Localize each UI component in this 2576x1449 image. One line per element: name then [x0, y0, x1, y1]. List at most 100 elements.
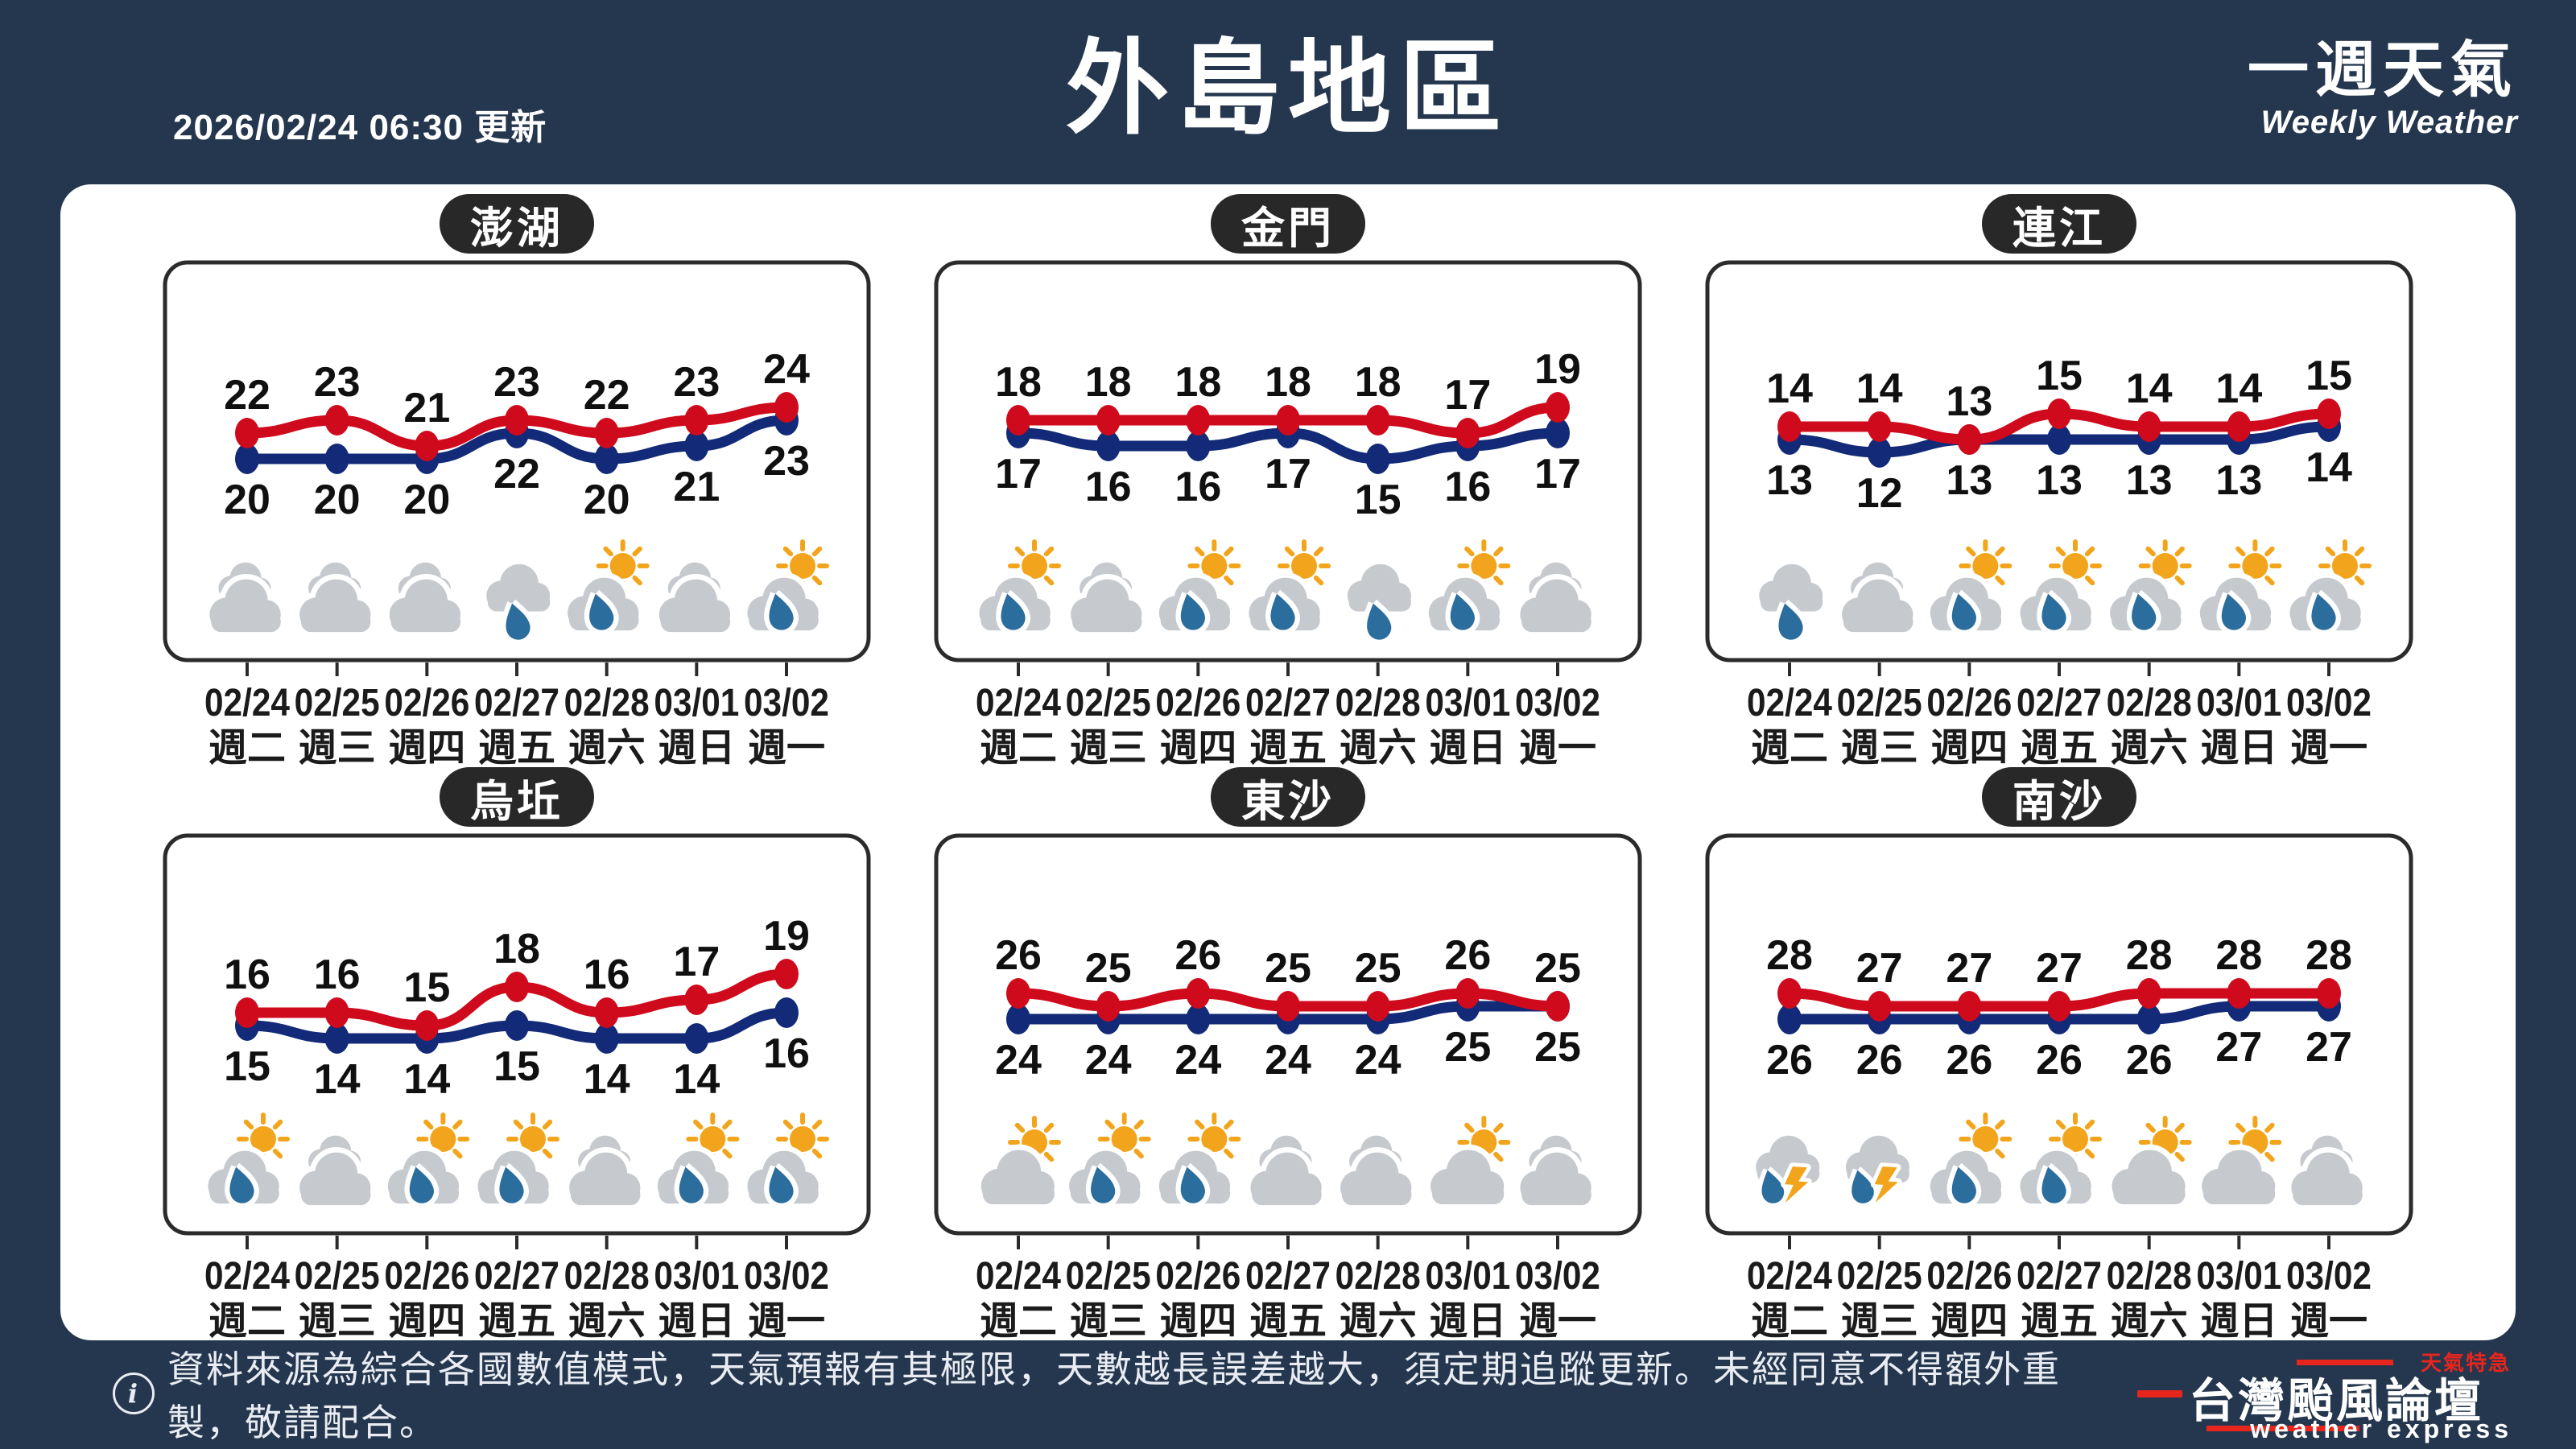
svg-text:03/01: 03/01 [2196, 1255, 2281, 1298]
svg-text:17: 17 [673, 939, 720, 985]
svg-text:14: 14 [1766, 365, 1813, 412]
svg-text:02/25: 02/25 [1066, 1255, 1151, 1298]
region-badge-wuqiu: 烏坵 [440, 767, 594, 827]
thunder-rain-icon [1845, 1135, 1909, 1208]
panel-border [934, 260, 1642, 663]
svg-text:週二: 週二 [980, 1300, 1057, 1340]
brand-tagline: 天氣特急 [2420, 1351, 2511, 1375]
svg-text:19: 19 [1534, 346, 1581, 393]
svg-text:24: 24 [1355, 1037, 1402, 1084]
svg-text:週四: 週四 [1930, 1300, 2008, 1340]
svg-text:週一: 週一 [1519, 1300, 1596, 1340]
svg-text:週一: 週一 [1519, 727, 1596, 767]
cloudy-icon [654, 562, 736, 638]
svg-text:17: 17 [1534, 451, 1581, 497]
svg-text:03/01: 03/01 [654, 682, 739, 724]
svg-text:03/01: 03/01 [1425, 682, 1510, 724]
svg-text:週四: 週四 [1159, 727, 1236, 767]
svg-text:週六: 週六 [568, 727, 646, 767]
svg-text:14: 14 [2306, 444, 2352, 491]
svg-text:27: 27 [2215, 1024, 2262, 1071]
svg-text:25: 25 [1355, 945, 1402, 992]
svg-text:02/27: 02/27 [1245, 1255, 1331, 1298]
day-ticks [246, 663, 788, 676]
low-temp-labels: 17 16 16 17 15 16 17 [995, 451, 1581, 523]
svg-text:24: 24 [1085, 1037, 1132, 1084]
svg-text:18: 18 [1174, 359, 1221, 406]
svg-text:02/25: 02/25 [1837, 682, 1922, 724]
svg-text:20: 20 [584, 477, 630, 523]
low-temp-labels: 13 12 13 13 13 13 14 [1766, 444, 2352, 517]
svg-text:週二: 週二 [208, 727, 286, 767]
svg-text:週一: 週一 [748, 1300, 825, 1340]
brand-underline-decoration [2207, 1426, 2359, 1431]
svg-text:週二: 週二 [1751, 1300, 1828, 1340]
svg-text:週日: 週日 [2200, 1300, 2277, 1340]
region-badge-kinmen: 金門 [1211, 194, 1365, 254]
svg-text:22: 22 [493, 451, 540, 497]
svg-text:24: 24 [995, 1037, 1042, 1084]
svg-text:03/01: 03/01 [654, 1255, 739, 1298]
svg-text:18: 18 [1085, 359, 1132, 406]
cloudy-icon [294, 562, 377, 638]
page-title: 外島地區 [1065, 31, 1510, 147]
svg-text:23: 23 [493, 359, 540, 406]
svg-text:週一: 週一 [748, 727, 825, 767]
sun-cloud-rain-icon [1154, 1113, 1241, 1209]
svg-text:02/27: 02/27 [474, 1255, 559, 1298]
svg-text:週六: 週六 [568, 1300, 646, 1340]
cloudy-icon [2285, 1135, 2368, 1211]
region-panel-dongsha: 東沙 26 25 26 25 25 26 25 24 24 24 24 24 25 25 02/24 02/25… [934, 767, 1642, 1340]
svg-text:14: 14 [2126, 365, 2173, 412]
svg-text:27: 27 [1856, 945, 1903, 992]
forecast-board: 澎湖 22 23 21 23 22 23 24 20 20 20 22 20 21 23 02/24 02/25… [60, 184, 2516, 1340]
svg-text:03/01: 03/01 [1425, 1255, 1510, 1298]
svg-text:26: 26 [1444, 932, 1491, 979]
svg-text:03/02: 03/02 [2286, 1255, 2372, 1298]
cloudy-icon [1514, 1135, 1597, 1211]
sun-cloud-icon [2106, 1116, 2192, 1210]
svg-text:21: 21 [403, 385, 450, 431]
svg-text:03/02: 03/02 [744, 1255, 829, 1298]
svg-text:15: 15 [403, 964, 450, 1011]
svg-text:13: 13 [1946, 378, 1992, 425]
svg-text:25: 25 [1085, 945, 1132, 992]
svg-text:14: 14 [2215, 365, 2262, 412]
svg-text:03/02: 03/02 [744, 682, 829, 724]
svg-text:02/26: 02/26 [384, 682, 469, 724]
svg-text:16: 16 [1174, 464, 1221, 510]
svg-text:週六: 週六 [2111, 727, 2188, 767]
svg-text:週三: 週三 [1841, 1300, 1918, 1340]
svg-text:03/02: 03/02 [1515, 682, 1600, 724]
svg-text:週日: 週日 [658, 727, 735, 767]
high-temp-labels: 16 16 15 18 16 17 19 [224, 913, 810, 1011]
region-badge-penghu: 澎湖 [440, 194, 594, 254]
date-labels: 02/24 02/25 02/26 02/27 02/28 03/01 03/02 [1747, 682, 2372, 724]
weekday-labels: 週二 週三 週四 週五 週六 週日 週一 [980, 727, 1596, 767]
svg-text:28: 28 [2215, 932, 2262, 979]
svg-text:02/28: 02/28 [1335, 1255, 1421, 1298]
svg-text:02/26: 02/26 [1926, 682, 2012, 724]
panel-border [163, 260, 871, 663]
svg-text:14: 14 [1856, 365, 1903, 412]
sun-cloud-rain-icon [2104, 539, 2192, 636]
region-badge-lienchiang: 連江 [1982, 194, 2136, 254]
low-temp-labels: 20 20 20 22 20 21 23 [224, 438, 810, 523]
svg-text:週三: 週三 [1070, 727, 1147, 767]
brand-topline-decoration [2297, 1360, 2393, 1365]
weekday-labels: 週二 週三 週四 週五 週六 週日 週一 [208, 1300, 825, 1340]
svg-text:14: 14 [673, 1056, 720, 1103]
svg-text:18: 18 [493, 926, 540, 972]
svg-text:18: 18 [995, 359, 1042, 406]
svg-text:週三: 週三 [299, 727, 376, 767]
sun-cloud-rain-icon [2014, 539, 2102, 636]
weekday-labels: 週二 週三 週四 週五 週六 週日 週一 [1751, 1300, 2368, 1340]
low-temp-labels: 15 14 14 15 14 14 16 [224, 1030, 810, 1103]
svg-text:週二: 週二 [208, 1300, 286, 1340]
high-temp-points [235, 392, 799, 461]
sun-cloud-rain-icon [741, 1113, 829, 1209]
update-timestamp: 2026/02/24 06:30 更新 [173, 108, 547, 147]
